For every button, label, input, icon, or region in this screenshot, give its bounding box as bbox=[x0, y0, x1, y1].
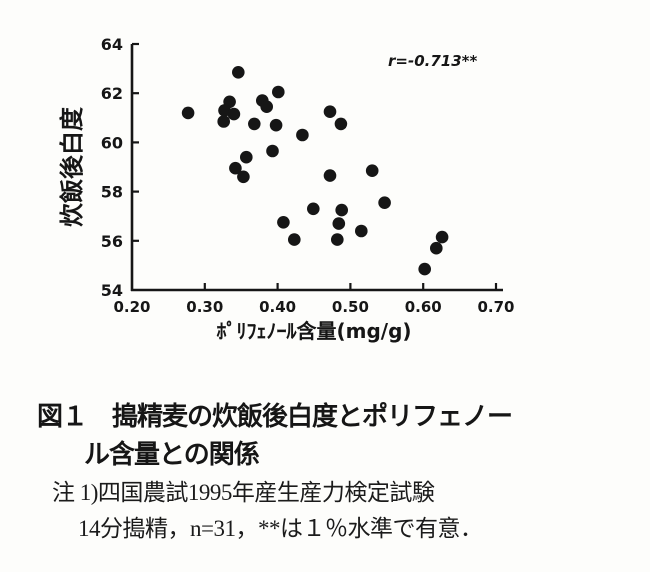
data-point bbox=[266, 144, 279, 158]
x-tick-label: 0.40 bbox=[259, 298, 296, 316]
figure-caption-line-1: 図１ 搗精麦の炊飯後白度とポリフェノー bbox=[37, 402, 513, 431]
y-tick-label: 62 bbox=[101, 84, 123, 103]
correlation-annotation: r=-0.713** bbox=[388, 52, 477, 70]
x-tick-label: 0.60 bbox=[405, 298, 442, 316]
x-tick-label: 0.20 bbox=[113, 298, 150, 316]
data-point bbox=[181, 106, 195, 120]
figure-note-line-1: 注 1)四国農試1995年産生産力検定試験 bbox=[52, 480, 435, 505]
x-tick-label: 0.30 bbox=[186, 298, 223, 316]
data-point bbox=[365, 164, 379, 177]
data-point bbox=[307, 202, 320, 216]
y-tick-label: 58 bbox=[101, 183, 123, 202]
data-point bbox=[227, 107, 241, 121]
data-point bbox=[272, 85, 285, 99]
data-point bbox=[237, 170, 250, 184]
data-point bbox=[332, 217, 346, 230]
y-tick-label: 64 bbox=[101, 35, 123, 54]
y-tick-label: 54 bbox=[101, 281, 123, 300]
data-point bbox=[240, 150, 253, 164]
data-point bbox=[296, 128, 309, 142]
figure-note-line-2: 14分搗精，n=31，**は１％水準で有意． bbox=[78, 516, 483, 541]
x-tick-label: 0.50 bbox=[332, 298, 369, 316]
data-point bbox=[229, 161, 242, 175]
data-point bbox=[260, 100, 274, 113]
x-axis-label: ﾎﾟﾘﾌｪﾉｰﾙ含量(mg/g) bbox=[216, 319, 411, 343]
y-tick-label: 60 bbox=[101, 133, 123, 152]
data-point bbox=[355, 224, 368, 238]
data-point bbox=[334, 117, 348, 131]
data-point bbox=[323, 105, 337, 118]
figure-caption-line-2: ル含量との関係 bbox=[84, 440, 260, 469]
y-tick-label: 56 bbox=[101, 232, 123, 251]
data-point bbox=[277, 216, 290, 229]
data-point bbox=[418, 262, 432, 276]
data-point bbox=[335, 203, 349, 217]
data-point bbox=[435, 230, 449, 244]
data-point bbox=[430, 241, 443, 255]
data-point bbox=[288, 233, 301, 246]
y-axis-label: 炊飯後白度 bbox=[58, 106, 86, 227]
data-point bbox=[217, 115, 230, 128]
scatter-plot-svg: 54 56 58 60 62 64 0.20 0.30 0.40 0.50 0.60 0.70 r=-0… bbox=[58, 35, 515, 343]
data-point bbox=[269, 118, 283, 132]
data-point bbox=[232, 66, 245, 79]
x-tick-label: 0.70 bbox=[477, 298, 514, 316]
data-point bbox=[323, 169, 337, 182]
data-point bbox=[378, 196, 391, 209]
data-point bbox=[248, 117, 261, 131]
data-point bbox=[331, 233, 344, 246]
